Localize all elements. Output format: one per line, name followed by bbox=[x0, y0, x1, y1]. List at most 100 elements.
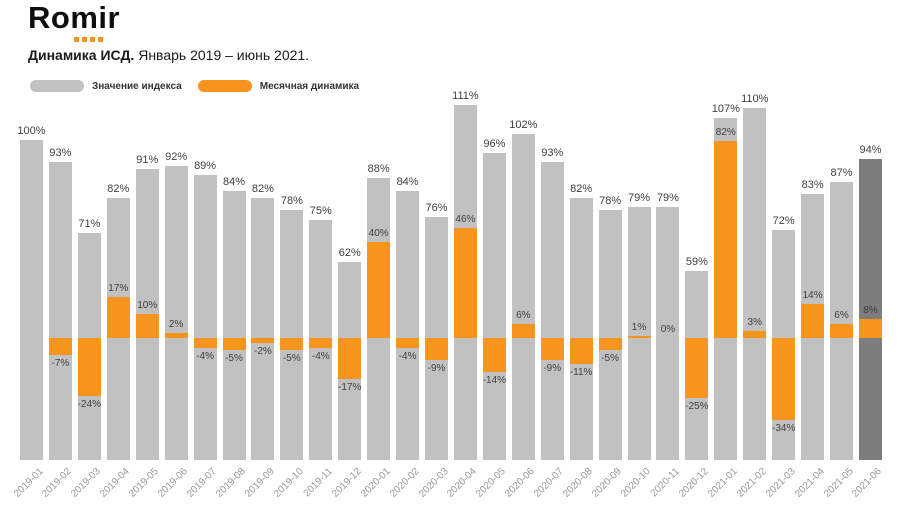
dynamics-value-label: 6% bbox=[834, 309, 849, 321]
index-bar bbox=[627, 207, 651, 460]
index-value-label: 110% bbox=[741, 93, 769, 105]
dynamics-value-label: 1% bbox=[631, 321, 647, 333]
index-bar bbox=[858, 159, 882, 460]
dynamics-bar bbox=[858, 318, 882, 338]
legend-swatch-index bbox=[30, 80, 84, 92]
legend-item-index: Значение индекса bbox=[30, 80, 182, 92]
index-bar bbox=[598, 210, 622, 460]
dynamics-value-label: 3% bbox=[747, 316, 762, 328]
index-bar bbox=[251, 197, 275, 460]
index-value-label: 88% bbox=[367, 163, 390, 176]
index-value-label: 96% bbox=[483, 137, 506, 150]
index-value-label: 107% bbox=[711, 102, 740, 115]
index-value-label: 84% bbox=[222, 176, 246, 189]
legend-item-dynamics: Месячная динамика bbox=[197, 80, 360, 92]
dynamics-bar bbox=[48, 338, 72, 355]
dynamics-bar bbox=[193, 338, 217, 348]
legend: Значение индекса Месячная динамика bbox=[30, 80, 359, 92]
index-bar bbox=[164, 165, 188, 460]
dynamics-value-label: -24% bbox=[77, 398, 102, 410]
dynamics-bar bbox=[453, 227, 477, 338]
dynamics-value-label: 46% bbox=[455, 213, 476, 225]
dynamics-value-label: -14% bbox=[482, 374, 507, 386]
index-bar bbox=[280, 210, 304, 460]
index-value-label: 79% bbox=[656, 192, 679, 205]
index-value-label: 82% bbox=[570, 182, 593, 195]
dynamics-value-label: 10% bbox=[137, 300, 158, 311]
dynamics-value-label: -7% bbox=[51, 357, 70, 369]
index-bar bbox=[540, 162, 564, 460]
romir-logo-dots-icon bbox=[74, 37, 103, 42]
dynamics-bar bbox=[482, 338, 506, 372]
dynamics-bar bbox=[367, 242, 391, 338]
dynamics-bar bbox=[569, 338, 593, 365]
romir-logo: Romir bbox=[28, 0, 121, 35]
dynamics-value-label: -2% bbox=[254, 345, 272, 357]
dynamics-value-label: -5% bbox=[225, 353, 243, 364]
index-bar bbox=[656, 207, 680, 460]
dynamics-value-label: 2% bbox=[168, 319, 184, 331]
index-value-label: 89% bbox=[194, 160, 217, 173]
index-bar bbox=[569, 197, 593, 460]
index-value-label: 91% bbox=[136, 153, 159, 166]
index-bar bbox=[193, 175, 217, 460]
index-value-label: 79% bbox=[628, 192, 651, 205]
chart-title-bold: Динамика ИСД. bbox=[28, 47, 135, 63]
dynamics-value-label: -5% bbox=[282, 353, 301, 364]
dynamics-value-label: -4% bbox=[311, 350, 330, 362]
index-value-label: 82% bbox=[251, 182, 274, 195]
index-value-label: 87% bbox=[830, 166, 853, 179]
dynamics-bar bbox=[598, 338, 622, 350]
dynamics-value-label: -25% bbox=[685, 401, 709, 412]
index-value-label: 78% bbox=[599, 195, 622, 208]
index-value-label: 83% bbox=[801, 179, 824, 192]
index-value-label: 93% bbox=[49, 147, 72, 160]
index-value-label: 102% bbox=[509, 118, 538, 131]
dynamics-value-label: -9% bbox=[543, 362, 562, 374]
dynamics-bar bbox=[77, 338, 101, 396]
dynamics-bar bbox=[714, 141, 738, 338]
index-bar bbox=[222, 191, 246, 460]
legend-label-index: Значение индекса bbox=[92, 80, 182, 92]
dynamics-bar bbox=[801, 304, 825, 338]
index-value-label: 94% bbox=[859, 144, 882, 157]
dynamics-value-label: -11% bbox=[569, 367, 593, 379]
dynamics-value-label: 82% bbox=[715, 127, 736, 139]
dynamics-value-label: -5% bbox=[601, 353, 619, 364]
index-value-label: 62% bbox=[338, 246, 361, 259]
dynamics-bar bbox=[106, 297, 130, 338]
dynamics-bar bbox=[830, 323, 854, 338]
index-bar bbox=[20, 140, 43, 460]
dynamics-bar bbox=[338, 338, 362, 379]
dynamics-bar bbox=[164, 333, 188, 338]
dynamics-bar bbox=[425, 338, 449, 360]
dynamics-bar bbox=[685, 338, 709, 398]
chart-title-period: Январь 2019 – июнь 2021. bbox=[134, 47, 310, 63]
dynamics-value-label: 14% bbox=[802, 290, 823, 302]
legend-swatch-dynamics bbox=[197, 80, 252, 92]
index-value-label: 93% bbox=[541, 147, 564, 160]
dynamics-value-label: 6% bbox=[516, 309, 531, 321]
dynamics-value-label: -9% bbox=[427, 362, 446, 374]
dynamics-value-label: -17% bbox=[338, 381, 362, 393]
dynamics-bar bbox=[743, 330, 767, 338]
index-bar bbox=[48, 162, 72, 460]
index-value-label: 82% bbox=[107, 182, 130, 195]
dynamics-value-label: 0% bbox=[660, 324, 676, 335]
index-value-label: 59% bbox=[685, 256, 708, 269]
index-value-label: 84% bbox=[396, 176, 419, 189]
dynamics-bar bbox=[280, 338, 304, 350]
dynamics-bar bbox=[540, 338, 564, 360]
index-value-label: 75% bbox=[309, 205, 332, 217]
dynamics-value-label: -4% bbox=[398, 350, 417, 362]
dynamics-value-label: 17% bbox=[108, 283, 129, 295]
dynamics-bar bbox=[396, 338, 420, 348]
index-value-label: 78% bbox=[280, 195, 303, 208]
dynamics-value-label: -4% bbox=[196, 350, 214, 362]
index-value-label: 76% bbox=[425, 201, 448, 214]
index-bar bbox=[743, 108, 767, 460]
dynamics-value-label: 40% bbox=[368, 228, 389, 239]
legend-label-dynamics: Месячная динамика bbox=[259, 80, 360, 92]
index-value-label: 71% bbox=[78, 217, 101, 230]
